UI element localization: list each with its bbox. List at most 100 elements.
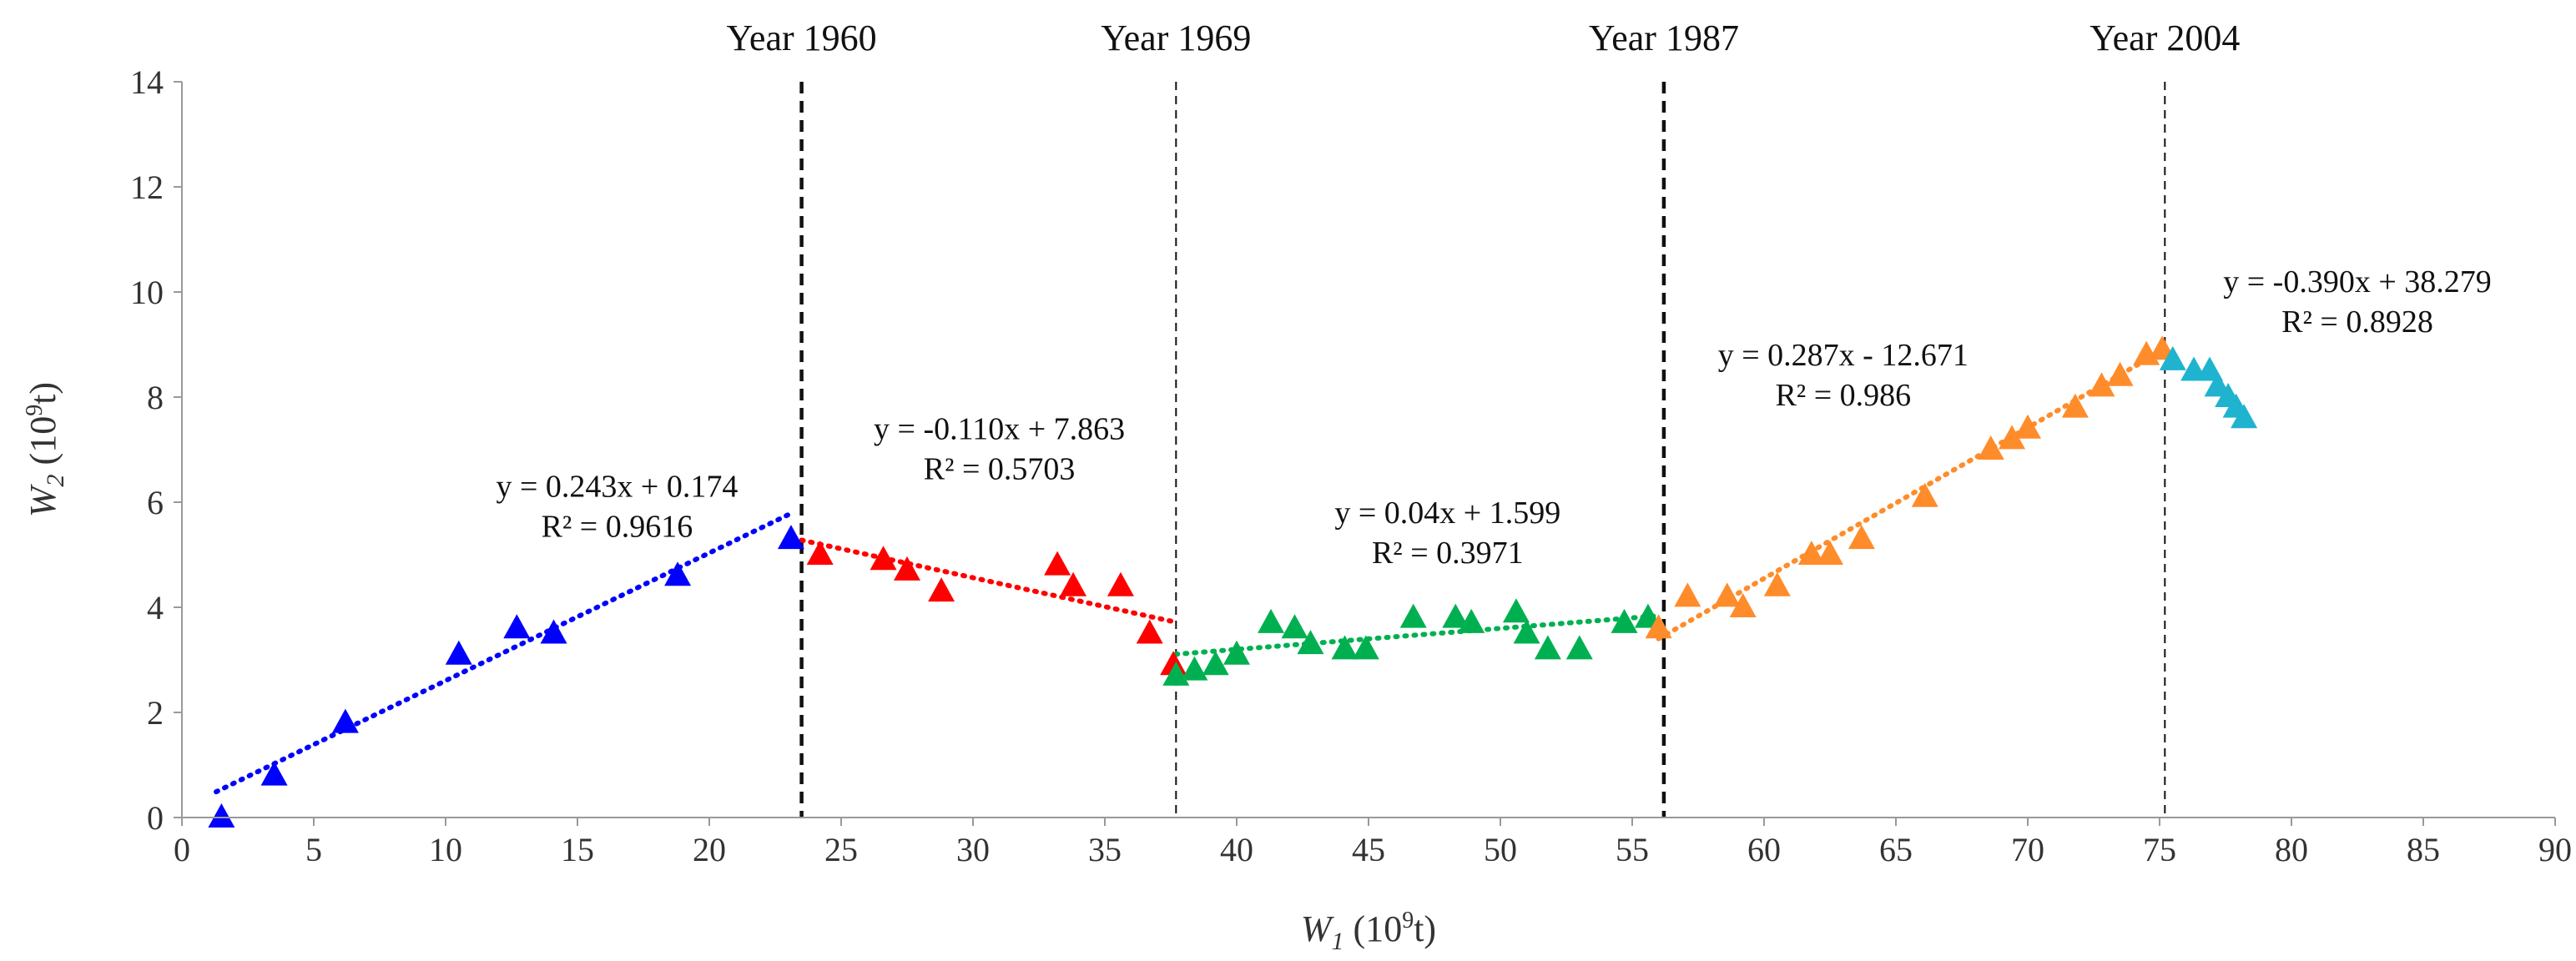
data-point xyxy=(540,619,567,644)
r-squared-label: R² = 0.8928 xyxy=(2281,304,2433,340)
x-tick-label: 80 xyxy=(2275,831,2308,868)
data-point xyxy=(260,761,288,786)
y-axis-title: W2 (109t) xyxy=(22,382,69,517)
data-point xyxy=(1202,651,1229,676)
data-point xyxy=(1136,619,1163,644)
y-tick-label: 0 xyxy=(147,799,164,837)
data-point xyxy=(1534,635,1561,660)
data-point xyxy=(1817,541,1843,565)
data-point xyxy=(1442,603,1469,628)
data-point xyxy=(664,561,692,586)
x-axis-title: W1 (109t) xyxy=(1301,908,1436,955)
trend-equation: y = 0.243x + 0.174 xyxy=(496,470,738,505)
data-point xyxy=(1399,603,1427,628)
data-point xyxy=(1181,656,1208,681)
trend-equation: y = 0.04x + 1.599 xyxy=(1334,496,1560,531)
data-point xyxy=(2088,372,2115,397)
x-tick-label: 55 xyxy=(1616,831,1649,868)
data-point xyxy=(894,556,920,581)
x-tick-label: 65 xyxy=(1879,831,1913,868)
data-point xyxy=(1044,551,1071,576)
data-point xyxy=(1297,630,1324,655)
y-tick-label: 2 xyxy=(147,694,164,732)
trend-equation: y = -0.110x + 7.863 xyxy=(874,411,1125,446)
y-tick-label: 10 xyxy=(130,274,164,311)
data-point xyxy=(331,708,359,733)
data-point xyxy=(1331,635,1359,660)
x-tick-label: 0 xyxy=(174,831,190,868)
y-tick-label: 4 xyxy=(147,589,164,626)
year-lines: Year 1960 Year 1969 Year 1987 Year 2004 xyxy=(727,18,2240,818)
data-point xyxy=(870,546,897,571)
data-point xyxy=(1999,425,2026,450)
x-tick-label: 25 xyxy=(824,831,858,868)
x-tick-label: 30 xyxy=(956,831,990,868)
data-point xyxy=(2106,361,2134,386)
trend-equation: y = 0.287x - 12.671 xyxy=(1718,338,1969,373)
data-point xyxy=(1352,635,1379,660)
axes: 0 5 10 15 20 25 30 35 40 45 50 55 60 65 70 75 80 85 90 0 2 4 6… xyxy=(130,63,2572,868)
data-point xyxy=(2231,404,2258,429)
year-marker-label: Year 1969 xyxy=(1101,18,1251,58)
data-point xyxy=(208,803,235,828)
r-squared-label: R² = 0.986 xyxy=(1775,378,1911,413)
x-tick-label: 20 xyxy=(693,831,726,868)
r-squared-label: R² = 0.9616 xyxy=(542,510,693,545)
data-point xyxy=(1763,571,1791,596)
x-tick-label: 40 xyxy=(1220,831,1253,868)
data-point xyxy=(2014,414,2041,439)
data-point xyxy=(1645,614,1672,639)
data-point xyxy=(503,614,531,639)
x-tick-label: 70 xyxy=(2011,831,2044,868)
x-tick-label: 45 xyxy=(1352,831,1385,868)
data-point xyxy=(1107,571,1134,596)
data-point xyxy=(1674,582,1701,607)
data-point xyxy=(1513,619,1540,644)
data-point xyxy=(1848,525,1875,550)
x-tick-label: 15 xyxy=(561,831,594,868)
data-point xyxy=(806,541,834,565)
trendline xyxy=(1173,613,1661,657)
data-point xyxy=(1258,608,1285,633)
data-point xyxy=(1713,582,1741,607)
data-point xyxy=(1502,598,1530,623)
y-tick-label: 12 xyxy=(130,169,164,206)
trendline xyxy=(214,511,794,795)
data-point xyxy=(1911,482,1938,507)
y-tick-label: 14 xyxy=(130,63,164,101)
trendlines xyxy=(214,346,2168,795)
x-tick-label: 10 xyxy=(429,831,462,868)
trendline xyxy=(1656,346,2168,642)
data-point xyxy=(445,640,472,665)
x-tick-label: 35 xyxy=(1088,831,1122,868)
data-point xyxy=(777,525,804,550)
equations: y = 0.243x + 0.174 R² = 0.9616 y = -0.110x… xyxy=(496,264,2491,571)
data-point xyxy=(1729,593,1757,617)
y-tick-label: 6 xyxy=(147,484,164,521)
data-point xyxy=(1060,571,1087,596)
data-point xyxy=(1611,608,1638,633)
x-tick-label: 90 xyxy=(2538,831,2572,868)
data-point xyxy=(1977,435,2004,460)
r-squared-label: R² = 0.3971 xyxy=(1372,536,1524,571)
year-marker-label: Year 2004 xyxy=(2090,18,2240,58)
x-tick-label: 75 xyxy=(2143,831,2176,868)
x-tick-label: 60 xyxy=(1747,831,1781,868)
data-point xyxy=(1223,640,1250,665)
year-marker-label: Year 1987 xyxy=(1589,18,1739,58)
data-points xyxy=(208,335,2258,828)
data-point xyxy=(2061,393,2089,418)
r-squared-label: R² = 0.5703 xyxy=(924,451,1076,486)
data-point xyxy=(1458,608,1485,633)
data-point xyxy=(1797,541,1825,565)
year-marker-label: Year 1960 xyxy=(727,18,877,58)
data-point xyxy=(2159,345,2186,370)
x-tick-label: 50 xyxy=(1484,831,1517,868)
data-point xyxy=(1281,614,1308,639)
trend-equation: y = -0.390x + 38.279 xyxy=(2223,264,2492,299)
y-tick-label: 8 xyxy=(147,379,164,416)
x-tick-label: 85 xyxy=(2407,831,2440,868)
x-tick-label: 5 xyxy=(305,831,322,868)
